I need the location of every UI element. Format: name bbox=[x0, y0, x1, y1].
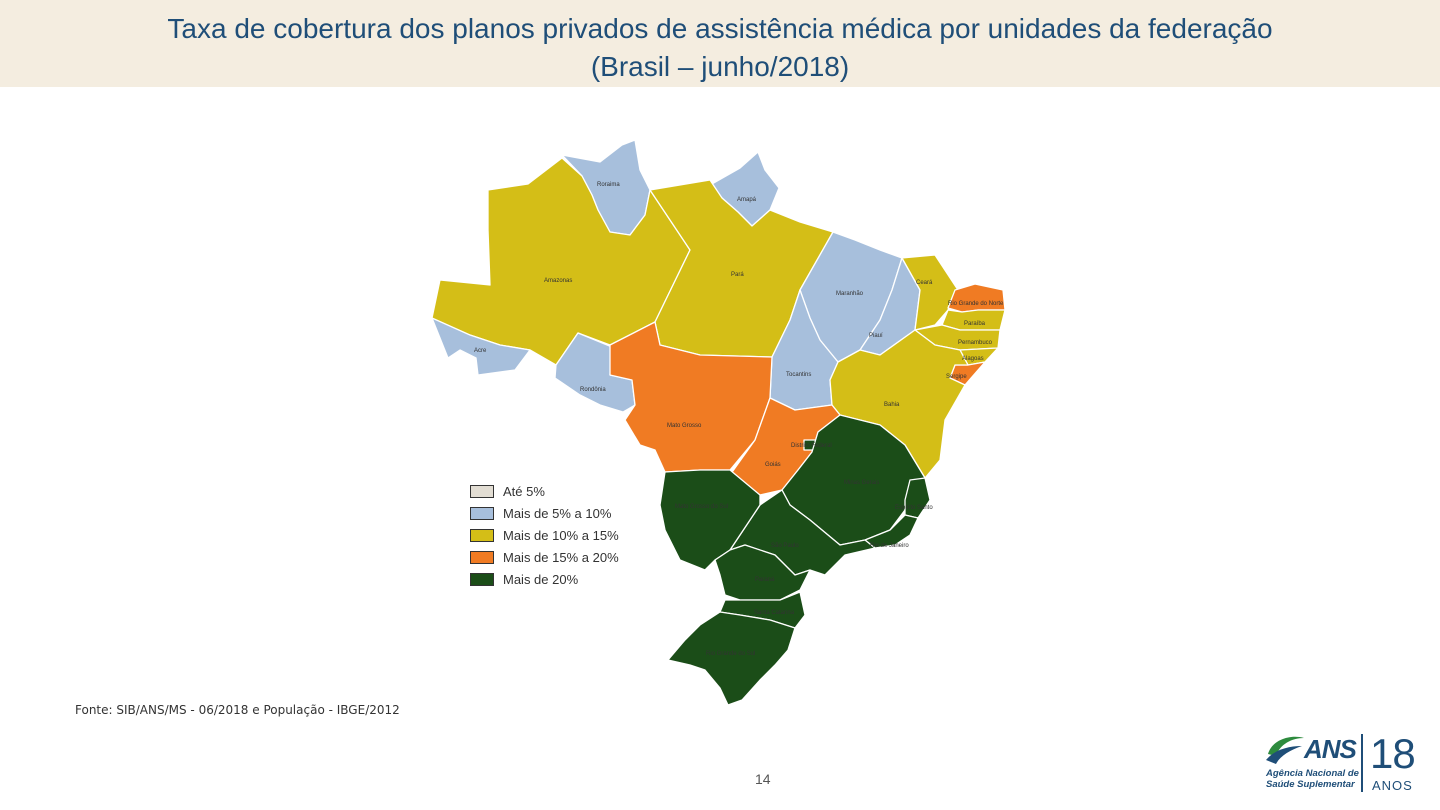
ans-brand: ANS bbox=[1304, 734, 1357, 764]
state-ceara bbox=[901, 254, 959, 331]
legend-swatch bbox=[470, 528, 494, 542]
legend-label: Mais de 15% a 20% bbox=[503, 549, 619, 565]
page-title: Taxa de cobertura dos planos privados de… bbox=[0, 10, 1440, 86]
label-ceara: Ceará bbox=[916, 280, 933, 286]
label-amazonas: Amazonas bbox=[544, 278, 572, 284]
page-number: 14 bbox=[755, 771, 771, 787]
legend-swatch bbox=[470, 506, 494, 520]
label-minas-gerais: Minas Gerais bbox=[844, 480, 879, 486]
legend-item: Mais de 5% a 10% bbox=[470, 502, 619, 524]
legend-item: Até 5% bbox=[470, 480, 619, 502]
legend-swatch bbox=[470, 572, 494, 586]
label-rio-de-janeiro: Rio de Janeiro bbox=[870, 543, 909, 549]
state-rio-grande-do-sul bbox=[667, 611, 796, 706]
legend-label: Até 5% bbox=[503, 483, 545, 499]
label-goias: Goiás bbox=[765, 462, 781, 468]
ans-logo: ANS Agência Nacional de Saúde Suplementa… bbox=[1262, 730, 1432, 794]
label-rio-grande-do-norte: Rio Grande do Norte bbox=[948, 301, 1004, 307]
state-rio-de-janeiro bbox=[864, 514, 919, 549]
label-paraiba: Paraíba bbox=[964, 321, 986, 327]
legend-label: Mais de 20% bbox=[503, 571, 579, 587]
label-sergipe: Sergipe bbox=[946, 374, 967, 380]
legend-label: Mais de 5% a 10% bbox=[503, 505, 612, 521]
legend-label: Mais de 10% a 15% bbox=[503, 527, 619, 543]
years-label: ANOS bbox=[1372, 778, 1413, 793]
source-note: Fonte: SIB/ANS/MS - 06/2018 e População … bbox=[75, 703, 400, 717]
ans-subtitle: Agência Nacional de Saúde Suplementar bbox=[1266, 768, 1359, 790]
label-sao-paulo: São Paulo bbox=[771, 543, 799, 549]
ans-subtitle-line2: Saúde Suplementar bbox=[1266, 779, 1355, 790]
page-title-line1: Taxa de cobertura dos planos privados de… bbox=[167, 13, 1273, 44]
state-parana bbox=[714, 544, 811, 601]
label-espirito-santo: Espírito Santo bbox=[895, 505, 933, 511]
label-distrito-federal: Distrito Federal bbox=[791, 443, 832, 449]
label-alagoas: Alagoas bbox=[962, 356, 984, 362]
label-mato-grosso-do-sul: Mato Grosso do Sul bbox=[675, 504, 728, 510]
years-number: 18 bbox=[1370, 730, 1416, 777]
label-parana: Paraná bbox=[755, 577, 775, 583]
label-para: Pará bbox=[731, 272, 744, 278]
page-title-line2: (Brasil – junho/2018) bbox=[590, 51, 850, 82]
ans-subtitle-line1: Agência Nacional de bbox=[1266, 768, 1359, 779]
legend-swatch bbox=[470, 550, 494, 564]
label-rio-grande-do-sul: Rio Grande do Sul bbox=[706, 651, 755, 657]
legend-swatch bbox=[470, 484, 494, 498]
label-santa-catarina: Santa Catarina bbox=[754, 610, 795, 616]
label-mato-grosso: Mato Grosso bbox=[667, 423, 702, 429]
label-acre: Acre bbox=[474, 348, 487, 354]
legend: Até 5% Mais de 5% a 10% Mais de 10% a 15… bbox=[470, 480, 619, 590]
state-espirito-santo bbox=[904, 477, 931, 519]
label-roraima: Roraima bbox=[597, 182, 620, 188]
legend-item: Mais de 20% bbox=[470, 568, 619, 590]
logo-divider bbox=[1361, 734, 1363, 792]
label-rondonia: Rondônia bbox=[580, 387, 606, 393]
label-amapa: Amapá bbox=[737, 197, 757, 203]
label-maranhao: Maranhão bbox=[836, 291, 864, 297]
state-acre bbox=[431, 317, 531, 376]
label-bahia: Bahia bbox=[884, 402, 900, 408]
label-pernambuco: Pernambuco bbox=[958, 340, 993, 346]
legend-item: Mais de 15% a 20% bbox=[470, 546, 619, 568]
label-tocantins: Tocantins bbox=[786, 372, 811, 378]
title-band bbox=[0, 0, 1440, 87]
legend-item: Mais de 10% a 15% bbox=[470, 524, 619, 546]
label-piaui: Piauí bbox=[869, 333, 883, 339]
ans-swoosh-icon bbox=[1266, 736, 1304, 764]
